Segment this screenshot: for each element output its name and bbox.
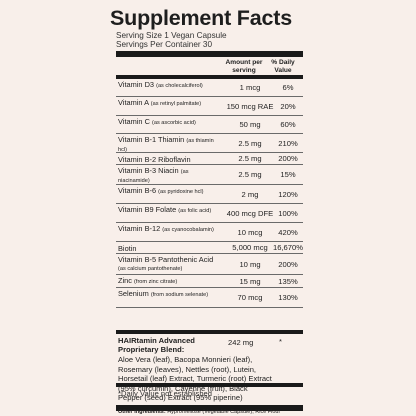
nutrient-name: Vitamin C (as ascorbic acid) bbox=[118, 117, 196, 127]
nutrient-daily-value: 210% bbox=[278, 138, 298, 148]
nutrient-row: Vitamin B-5 Pantothenic Acid (as calcium… bbox=[116, 254, 303, 275]
nutrient-name: Selenium (from sodium selenate) bbox=[118, 289, 209, 299]
nutrient-amount: 5,000 mcg bbox=[232, 243, 268, 252]
nutrient-row: Vitamin B-3 Niacin (as niacinamide) 2.5 m… bbox=[116, 165, 303, 185]
top-rule bbox=[116, 51, 303, 57]
nutrient-detail: (from zinc citrate) bbox=[134, 279, 178, 285]
footnote-rule bbox=[116, 383, 303, 387]
daily-value-header: % Daily Value bbox=[271, 59, 295, 74]
nutrient-amount: 15 mg bbox=[239, 276, 261, 286]
amount-header: Amount per serving bbox=[225, 59, 263, 74]
nutrient-detail: (as niacinamide) bbox=[118, 169, 189, 184]
nutrient-detail: (as cyanocobalamin) bbox=[162, 227, 214, 233]
row-divider bbox=[116, 274, 303, 275]
nutrient-name: Biotin bbox=[118, 244, 137, 253]
nutrient-name: Zinc (from zinc citrate) bbox=[118, 276, 178, 286]
blend-name: HAIRtamin Advanced Proprietary Blend: bbox=[118, 336, 195, 354]
nutrient-daily-value: 60% bbox=[280, 120, 296, 129]
nutrient-amount: 10 mcg bbox=[237, 227, 263, 237]
nutrient-name: Vitamin B-1 Thiamin (as thiamin hcl) bbox=[118, 135, 214, 154]
nutrient-detail: (as folic acid) bbox=[178, 208, 212, 214]
nutrient-daily-value: 15% bbox=[280, 170, 296, 179]
nutrient-row: Vitamin D3 (as cholecalciferol) 1 mcg 6% bbox=[116, 79, 303, 97]
row-divider bbox=[116, 241, 303, 242]
nutrient-daily-value: 135% bbox=[278, 276, 298, 286]
nutrient-daily-value: 130% bbox=[278, 293, 298, 302]
nutrient-daily-value: 420% bbox=[278, 227, 298, 237]
nutrient-detail: (as calcium pantothenate) bbox=[118, 266, 183, 272]
row-divider bbox=[116, 253, 303, 254]
nutrient-detail: (as ascorbic acid) bbox=[151, 120, 196, 126]
nutrient-name: Vitamin D3 (as cholecalciferol) bbox=[118, 80, 203, 90]
bottom-rule bbox=[116, 405, 303, 411]
blend-daily-value: * bbox=[279, 337, 282, 346]
supplement-facts-panel: Supplement Facts Serving Size 1 Vegan Ca… bbox=[108, 0, 305, 416]
nutrient-daily-value: 200% bbox=[278, 154, 298, 163]
nutrient-amount: 70 mcg bbox=[237, 293, 263, 302]
nutrient-daily-value: 20% bbox=[280, 101, 296, 111]
nutrient-amount: 2 mg bbox=[241, 189, 259, 199]
nutrient-detail: (as cholecalciferol) bbox=[156, 83, 203, 89]
nutrient-name: Vitamin B-3 Niacin (as niacinamide) bbox=[118, 166, 189, 185]
blend-rule bbox=[116, 330, 303, 334]
row-divider bbox=[116, 287, 303, 288]
nutrient-name: Vitamin B-12 (as cyanocobalamin) bbox=[118, 224, 214, 234]
nutrient-amount: 150 mcg RAE bbox=[226, 101, 274, 111]
nutrient-row: Selenium (from sodium selenate) 70 mcg 130… bbox=[116, 288, 303, 308]
nutrient-row: Vitamin A (as retinyl palmitate) 150 mcg … bbox=[116, 97, 303, 116]
nutrient-row: Vitamin B9 Folate (as folic acid) 400 mcg… bbox=[116, 204, 303, 223]
nutrient-row: Biotin 5,000 mcg 16,670% bbox=[116, 242, 303, 254]
nutrient-amount: 2.5 mg bbox=[238, 154, 262, 163]
nutrient-amount: 10 mg bbox=[239, 259, 261, 269]
nutrient-amount: 1 mcg bbox=[239, 83, 261, 92]
nutrient-daily-value: 120% bbox=[278, 189, 298, 199]
nutrient-amount: 50 mg bbox=[239, 120, 261, 129]
nutrient-daily-value: 16,670% bbox=[273, 243, 303, 252]
nutrient-name: Vitamin B-5 Pantothenic Acid (as calcium… bbox=[118, 255, 214, 273]
blend-amount: 242 mg bbox=[228, 338, 254, 347]
nutrient-row: Vitamin B-12 (as cyanocobalamin) 10 mcg 42… bbox=[116, 223, 303, 242]
row-divider bbox=[116, 203, 303, 204]
nutrient-row: Vitamin C (as ascorbic acid) 50 mg 60% bbox=[116, 116, 303, 134]
nutrient-name: Vitamin B-6 (as pyridoxine hcl) bbox=[118, 186, 204, 196]
footnote: *Daily Value not established bbox=[118, 389, 212, 398]
row-divider bbox=[116, 184, 303, 185]
row-divider bbox=[116, 115, 303, 116]
blend-ingredients: Aloe Vera (leaf), Bacopa Monnieri (leaf)… bbox=[118, 355, 272, 403]
nutrient-detail: (as thiamin hcl) bbox=[118, 138, 214, 153]
serving-size: Serving Size 1 Vegan Capsule bbox=[116, 31, 227, 40]
nutrient-detail: (as pyridoxine hcl) bbox=[158, 189, 204, 195]
row-divider bbox=[116, 164, 303, 165]
servings-per-container: Servings Per Container 30 bbox=[116, 40, 213, 49]
row-divider bbox=[116, 133, 303, 134]
nutrient-daily-value: 100% bbox=[278, 208, 298, 218]
nutrient-daily-value: 6% bbox=[282, 83, 294, 92]
nutrient-row: Vitamin B-6 (as pyridoxine hcl) 2 mg 120% bbox=[116, 185, 303, 204]
row-divider bbox=[116, 222, 303, 223]
nutrient-name: Vitamin B9 Folate (as folic acid) bbox=[118, 205, 212, 215]
nutrient-row: Zinc (from zinc citrate) 15 mg 135% bbox=[116, 275, 303, 288]
panel-title: Supplement Facts bbox=[110, 6, 292, 30]
nutrient-detail: (as retinyl palmitate) bbox=[150, 101, 202, 107]
nutrient-amount: 400 mcg DFE bbox=[226, 208, 274, 218]
nutrient-name: Vitamin B-2 Riboflavin bbox=[118, 155, 191, 164]
nutrient-row: Vitamin B-2 Riboflavin 2.5 mg 200% bbox=[116, 153, 303, 165]
nutrient-daily-value: 200% bbox=[278, 259, 298, 269]
nutrient-row: Vitamin B-1 Thiamin (as thiamin hcl) 2.5 … bbox=[116, 134, 303, 153]
nutrient-amount: 2.5 mg bbox=[238, 170, 262, 179]
other-ingredients: Other Ingredients: Hypromellose (Vegetab… bbox=[118, 409, 281, 415]
nutrient-detail: (from sodium selenate) bbox=[150, 292, 209, 298]
header-rule bbox=[116, 75, 303, 79]
row-divider bbox=[116, 152, 303, 153]
row-divider bbox=[116, 96, 303, 97]
row-divider bbox=[116, 307, 303, 308]
nutrient-name: Vitamin A (as retinyl palmitate) bbox=[118, 98, 202, 108]
nutrient-amount: 2.5 mg bbox=[238, 138, 262, 148]
